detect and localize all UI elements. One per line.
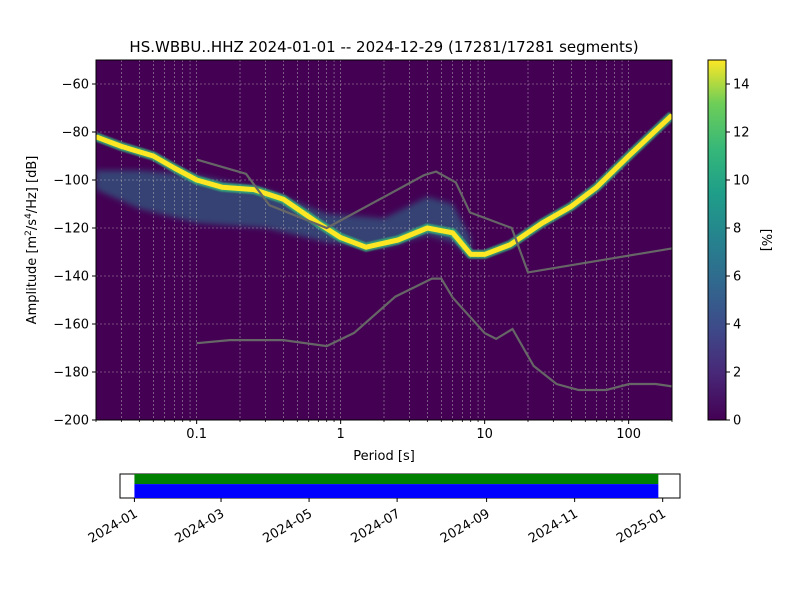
- coverage-timeline: 2024-01 2024-03 2024-05 2024-07 2024-09 2024-…: [86, 473, 681, 547]
- chart-title: HS.WBBU..HHZ 2024-01-01 -- 2024-12-29 (1…: [129, 38, 638, 56]
- y-tick-label: −140: [53, 270, 89, 285]
- noise-model-curve: [196, 158, 672, 274]
- y-tick-label: −180: [53, 366, 89, 381]
- timeline-tick-label: 2024-11: [526, 506, 581, 546]
- y-tick-label: −120: [53, 222, 89, 237]
- timeline-tick-label: 2024-03: [172, 506, 227, 546]
- y-axis-label: Amplitude [m2/s4/Hz] [dB]: [24, 156, 40, 325]
- y-tick-label: −160: [53, 318, 89, 333]
- colorbar: 0 2 4 6 8 10 12 14 [%]: [707, 59, 773, 429]
- y-tick-label: −60: [62, 78, 89, 93]
- psd-mode-band: [96, 111, 672, 259]
- timeline-tick-label: 2024-05: [261, 506, 316, 546]
- y-tick-label: −80: [62, 126, 89, 141]
- timeline-coverage-bands: [134, 474, 659, 498]
- noise-model-curves: [196, 158, 672, 392]
- x-axis-label: Period [s]: [353, 449, 415, 464]
- colorbar-tick-label: 2: [733, 366, 741, 381]
- colorbar-label: [%]: [758, 229, 773, 252]
- x-tick-label: 1: [337, 427, 345, 442]
- coverage-band: [134, 484, 659, 498]
- x-tick-label: 10: [476, 427, 493, 442]
- x-tick-label: 0.1: [186, 427, 207, 442]
- timeline-tick-label: 2024-01: [86, 506, 141, 546]
- coverage-band: [134, 474, 659, 485]
- colorbar-tick-label: 10: [733, 174, 750, 189]
- timeline-tick-label: 2024-09: [438, 506, 493, 546]
- colorbar-gradient: [707, 59, 727, 421]
- colorbar-tick-label: 14: [733, 78, 750, 93]
- colorbar-tick-label: 4: [733, 318, 741, 333]
- colorbar-tick-label: 0: [733, 414, 741, 429]
- timeline-x-axis: 2024-01 2024-03 2024-05 2024-07 2024-09 2024-…: [86, 498, 669, 547]
- noise-model-curve: [196, 277, 672, 392]
- colorbar-tick-label: 6: [733, 270, 741, 285]
- mode-band-core: [96, 113, 672, 257]
- y-tick-label: −200: [53, 414, 89, 429]
- timeline-tick-label: 2025-01: [614, 506, 669, 546]
- ppsd-plot-area: [96, 60, 672, 420]
- colorbar-tick-label: 8: [733, 222, 741, 237]
- x-tick-label: 100: [616, 427, 641, 442]
- timeline-tick-label: 2024-07: [349, 506, 404, 546]
- colorbar-tick-label: 12: [733, 126, 750, 141]
- colorbar-ticks: 0 2 4 6 8 10 12 14: [726, 78, 750, 429]
- y-axis: −60 −80 −100 −120 −140 −160 −180 −200: [53, 78, 96, 429]
- x-axis: 0.1 1 10 100: [95, 420, 673, 442]
- y-tick-label: −100: [53, 174, 89, 189]
- grid-lines: [96, 60, 672, 420]
